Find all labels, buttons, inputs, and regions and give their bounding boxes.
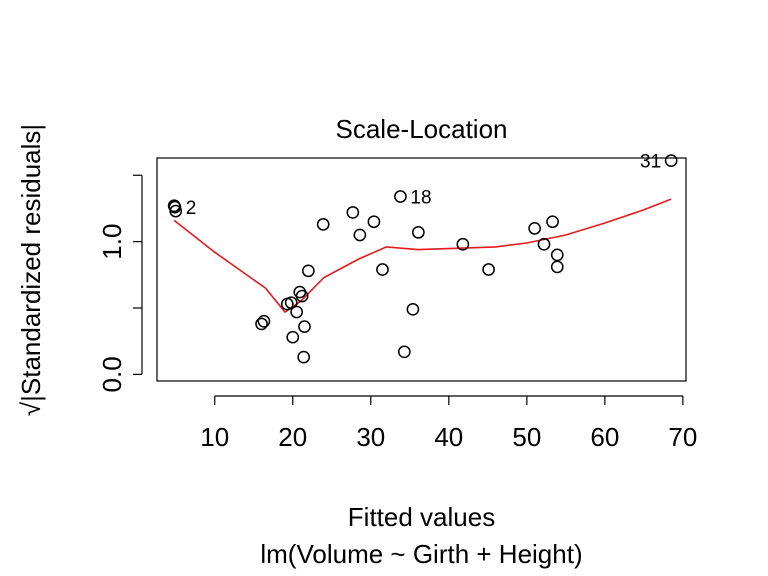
y-tick-label: 1.0: [97, 224, 127, 260]
data-point: [537, 237, 551, 251]
data-point: [290, 305, 304, 319]
data-point: [482, 263, 495, 276]
data-point: [367, 215, 381, 229]
y-tick-label: 0.0: [97, 356, 127, 392]
y-tick-label-group: 1.0: [97, 224, 127, 260]
y-axis-label: √|Standardized residuals|: [16, 124, 46, 416]
y-axis: 0.0 1.0: [97, 174, 143, 392]
chart-title: Scale-Location: [336, 114, 508, 144]
y-axis-label-group: √|Standardized residuals|: [16, 124, 46, 416]
data-point: [286, 330, 300, 344]
x-tick-label: 10: [200, 422, 229, 452]
data-point: [397, 345, 411, 359]
data-point: [284, 296, 298, 310]
data-point: [546, 215, 559, 229]
data-point: [298, 320, 311, 333]
data-point: [394, 190, 407, 203]
data-point: [406, 302, 420, 316]
data-point: [346, 206, 360, 219]
chart-subtitle: lm(Volume ~ Girth + Height): [260, 539, 582, 569]
data-point: [456, 237, 470, 251]
data-point: [257, 314, 271, 328]
x-tick-label: 40: [434, 422, 463, 452]
x-tick-label: 30: [356, 422, 385, 452]
x-tick-label: 70: [668, 422, 697, 452]
data-point: [255, 317, 268, 331]
data-point: [550, 248, 564, 262]
y-axis-label-radical: √: [16, 401, 46, 416]
smooth-line: [173, 198, 672, 314]
point-label: 18: [410, 187, 431, 208]
data-point: [550, 260, 564, 274]
y-axis-label-text: |Standardized residuals|: [16, 124, 46, 402]
data-point: [295, 289, 309, 303]
data-point: [353, 228, 367, 242]
plot-area: 2 18 31: [167, 152, 678, 364]
data-point: [664, 154, 678, 168]
y-tick-label-group: 0.0: [97, 356, 127, 392]
point-label: 2: [186, 198, 197, 219]
x-tick-label: 20: [278, 422, 307, 452]
data-point: [169, 204, 183, 218]
plot-frame: [156, 157, 687, 382]
x-tick-label: 60: [590, 422, 619, 452]
data-point: [412, 225, 425, 239]
data-point: [297, 350, 311, 364]
point-label: 31: [640, 152, 661, 173]
x-tick-label: 50: [512, 422, 541, 452]
data-point: [316, 218, 330, 231]
data-point: [528, 222, 541, 235]
data-point: [302, 264, 315, 278]
x-axis-label: Fitted values: [348, 502, 495, 532]
data-point: [376, 263, 389, 276]
x-axis: 10 20 30 40 50 60 70: [200, 395, 697, 452]
